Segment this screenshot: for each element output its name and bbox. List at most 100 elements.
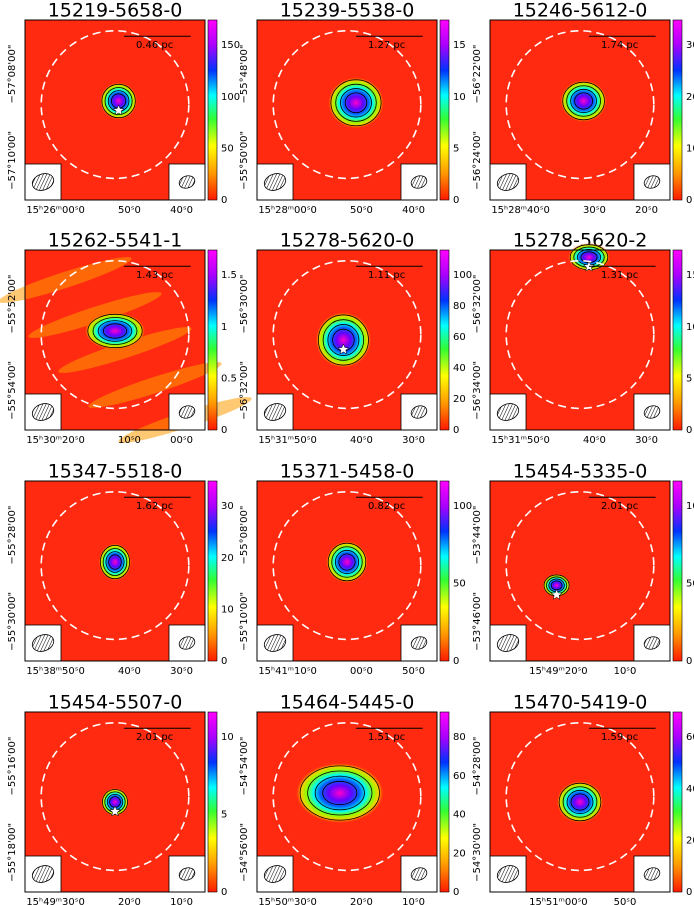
colorbar-tick-label: 50 <box>686 579 694 590</box>
ra-tick-label: 00ˢ0 <box>170 435 193 446</box>
image-frame <box>256 480 438 662</box>
contour <box>327 324 360 356</box>
contour <box>335 83 377 122</box>
scale-label: 2.01 pc <box>601 501 638 512</box>
dec-tick-label: −55°52'00" <box>7 275 18 334</box>
contour <box>108 554 122 570</box>
panel: 15246-5612-0 1.74 pc −56°22'00" −56°24'00" 1… <box>472 0 694 216</box>
beam-ellipse <box>410 405 428 419</box>
contour <box>562 786 598 818</box>
ra-tick-label: 10ˢ0 <box>170 897 193 905</box>
colorbar-tick-label: 1 <box>221 322 227 333</box>
noise-stripe <box>28 292 162 338</box>
dec-tick-label: −56°32'00" <box>472 275 483 334</box>
colorbar <box>207 19 218 201</box>
colorbar-tick-label: 20 <box>686 92 694 103</box>
ra-tick-label: 20ˢ0 <box>635 205 658 216</box>
colorbar-tick-label: 0 <box>686 656 692 667</box>
beam-ellipse <box>496 403 520 421</box>
ra-tick-label: 15ʰ31ᵐ50ˢ0 <box>491 435 550 446</box>
dec-tick-label: −56°30'00" <box>239 275 250 334</box>
colorbar-tick-label: 0 <box>686 887 692 898</box>
colorbar-tick-label: 40 <box>453 810 466 821</box>
contour <box>105 551 125 573</box>
beam-circle <box>40 29 190 180</box>
image-frame <box>489 19 671 201</box>
contour <box>570 793 590 811</box>
dec-tick-label: −54°56'00" <box>239 823 250 882</box>
colorbar-tick-label: 0 <box>453 656 459 667</box>
panel-title: 15278-5620-0 <box>280 230 415 252</box>
beam-ellipse <box>263 403 287 421</box>
ra-tick-label: 20ˢ0 <box>350 897 373 905</box>
contour <box>102 789 128 815</box>
beam-ellipse <box>178 636 196 650</box>
contour <box>307 770 373 816</box>
beam-ellipse <box>31 173 55 191</box>
beam-circle <box>505 259 655 410</box>
colorbar-tick-label: 0 <box>453 195 459 206</box>
image-frame <box>24 480 206 662</box>
noise-stripe <box>88 362 222 408</box>
contour <box>322 780 358 806</box>
ra-tick-label: 15ʰ49ᵐ20ˢ0 <box>529 666 588 677</box>
ra-tick-label: 30ˢ0 <box>635 435 658 446</box>
contour <box>340 88 372 118</box>
colorbar-tick-label: 100 <box>686 501 694 512</box>
ra-tick-label: 40ˢ0 <box>402 205 425 216</box>
star-marker <box>112 104 125 116</box>
contour <box>327 542 367 582</box>
ra-tick-label: 40ˢ0 <box>583 435 606 446</box>
ra-tick-label: 40ˢ0 <box>170 205 193 216</box>
colorbar-tick-label: 100 <box>453 501 472 512</box>
colorbar-tick-label: 0 <box>686 195 692 206</box>
beam-ellipse <box>643 405 661 419</box>
ra-tick-label: 50ˢ0 <box>402 666 425 677</box>
image-frame <box>489 711 671 893</box>
scale-label: 1.59 pc <box>601 732 638 743</box>
colorbar-tick-label: 1.5 <box>221 270 237 281</box>
colorbar <box>439 711 450 893</box>
ra-tick-label: 50ˢ0 <box>350 205 373 216</box>
ra-tick-label: 30ˢ0 <box>583 205 606 216</box>
colorbar-tick-label: 20 <box>453 394 466 405</box>
image-frame <box>24 711 206 893</box>
colorbar-tick-label: 60 <box>686 732 694 743</box>
colorbar-tick-label: 150 <box>221 40 240 51</box>
dec-tick-label: −55°50'00" <box>239 131 250 190</box>
ra-tick-label: 15ʰ28ᵐ00ˢ0 <box>258 205 317 216</box>
source-emission <box>325 540 369 584</box>
star-marker <box>550 588 563 600</box>
image-frame <box>489 249 671 431</box>
dec-tick-label: −54°30'00" <box>472 823 483 882</box>
dec-tick-label: −53°44'00" <box>472 506 483 565</box>
beam-inset <box>489 855 527 893</box>
dec-tick-label: −55°10'00" <box>239 592 250 651</box>
ra-tick-label: 15ʰ41ᵐ10ˢ0 <box>258 666 317 677</box>
colorbar-tick-label: 15 <box>686 270 694 281</box>
colorbar-tick-label: 50 <box>453 579 466 590</box>
contour <box>566 85 601 117</box>
beam-ellipse <box>31 403 55 421</box>
contour <box>102 548 128 576</box>
colorbar-tick-label: 30 <box>686 40 694 51</box>
beam-ellipse <box>178 867 196 881</box>
dec-tick-label: −57°10'00" <box>7 131 18 190</box>
ra-tick-label: 50ˢ0 <box>614 897 637 905</box>
panel-title: 15470-5419-0 <box>513 692 648 714</box>
contour <box>558 782 602 822</box>
beam-circle <box>505 29 655 180</box>
dec-tick-label: −54°54'00" <box>239 737 250 796</box>
colorbar-tick-label: 20 <box>221 553 234 564</box>
panel: 15454-5507-0 2.01 pc −55°16'00" −55°18'00" 1… <box>7 692 234 905</box>
contour <box>102 323 128 339</box>
beam-ellipse <box>178 405 196 419</box>
ra-tick-label: 30ˢ0 <box>170 666 193 677</box>
dec-tick-label: −55°16'00" <box>7 737 18 796</box>
contour <box>317 314 369 366</box>
dec-tick-label: −53°46'00" <box>472 592 483 651</box>
ra-tick-label: 15ʰ31ᵐ50ˢ0 <box>258 435 317 446</box>
contour <box>570 88 597 114</box>
contour <box>334 549 360 575</box>
ra-tick-label: 20ˢ0 <box>118 897 141 905</box>
